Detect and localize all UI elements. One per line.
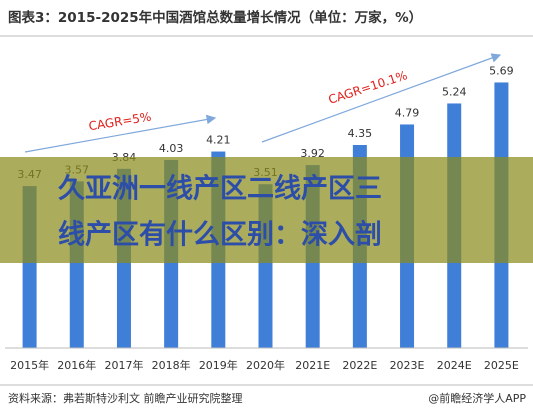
x-tick-label: 2023E [390,359,425,372]
x-tick-label: 2024E [437,359,472,372]
brand: @前瞻经济学人APP [428,391,526,405]
cagr-arrow [24,114,217,153]
overlay-text: 久亚洲一线产区二线产区三 [58,174,382,205]
source: 资料来源：弗若斯特沙利文 前瞻产业研究院整理 [8,391,243,405]
data-label: 3.92 [300,147,325,160]
data-label: 4.35 [348,127,373,140]
data-label: 4.21 [206,134,231,147]
x-tick-label: 2025E [484,359,519,372]
cagr-arrow [261,53,502,143]
x-tick-label: 2022E [342,359,377,372]
data-label: 5.69 [489,64,514,77]
overlay-text: 线产区有什么区别：深入剖 [58,219,382,251]
x-tick-label: 2015年 [10,358,49,372]
x-tick-label: 2019年 [199,358,238,372]
x-tick-label: 2016年 [57,358,96,372]
data-label: 5.24 [442,85,467,98]
x-tick-label: 2018年 [152,358,191,372]
x-tick-label: 2021E [295,359,330,372]
data-label: 4.79 [395,106,420,119]
overlay-band [0,157,533,263]
x-tick-label: 2017年 [104,358,143,372]
x-tick-label: 2020年 [246,358,285,372]
chart-title: 图表3：2015-2025年中国酒馆总数量增长情况（单位：万家，%） [8,9,422,26]
data-label: 4.03 [159,142,184,155]
